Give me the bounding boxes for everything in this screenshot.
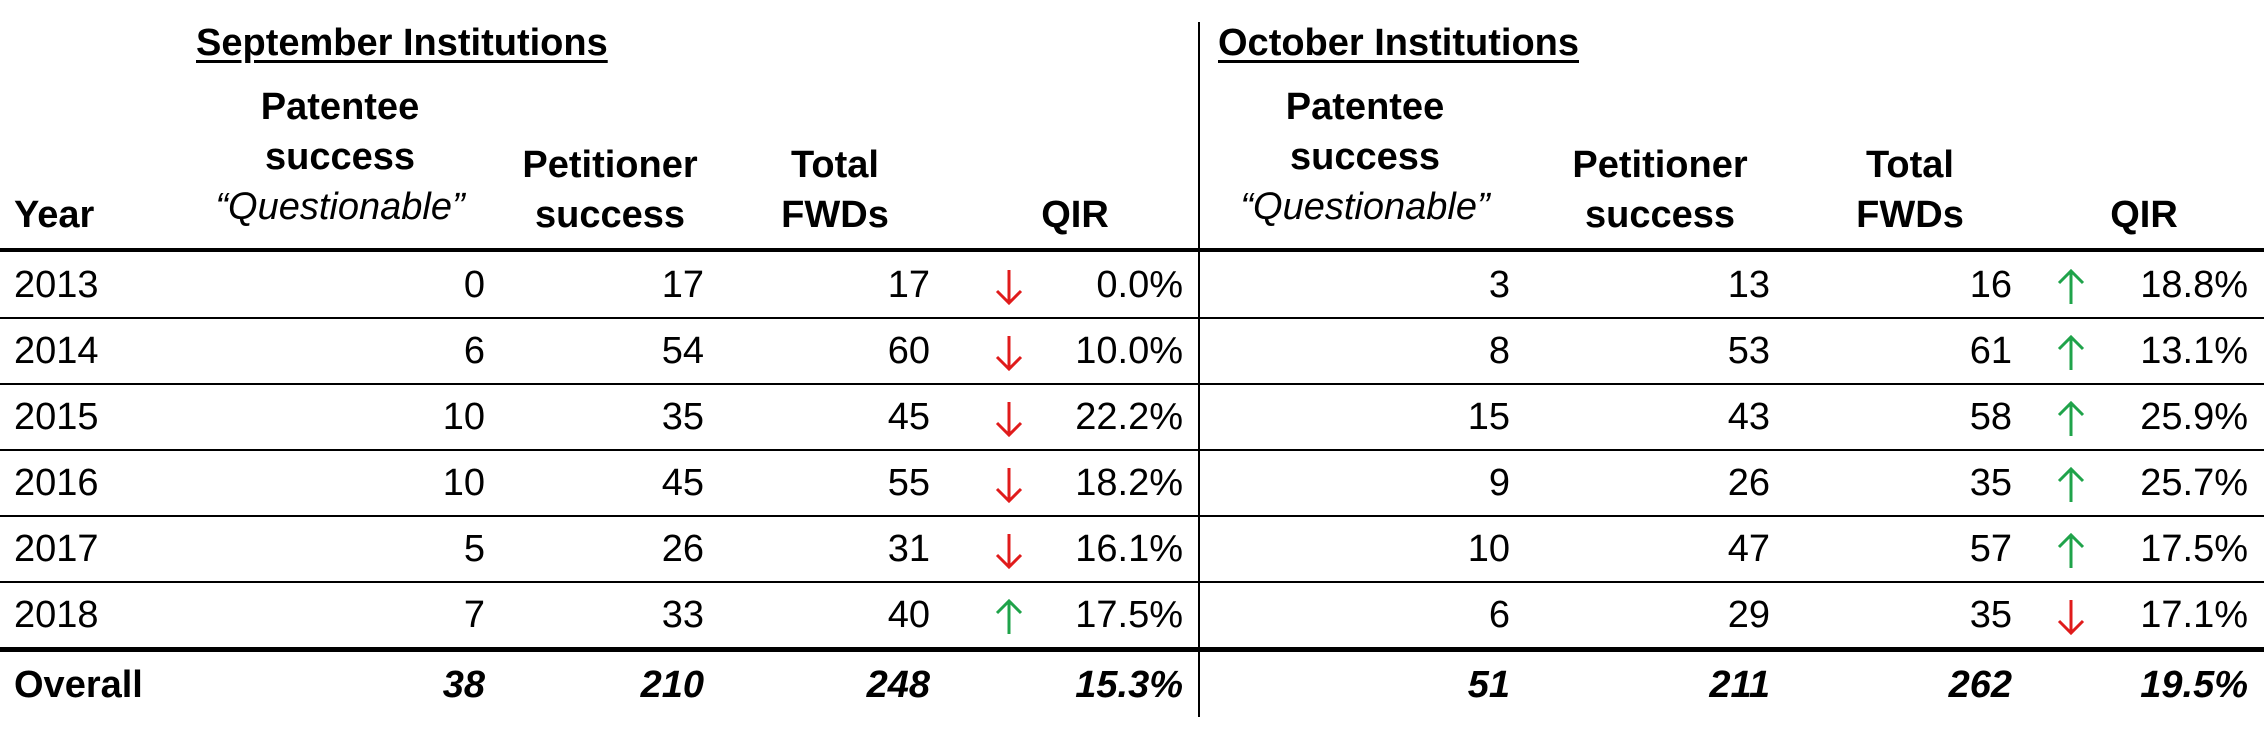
sep-cell-patentee: 5 [464,516,485,582]
september-title: September Institutions [196,22,608,65]
sep-cell-qir: 17.5% [1075,582,1183,648]
oct-header-qir: QIR [2104,190,2184,240]
oct-cell-qir: 17.5% [2140,516,2248,582]
arrow-up-icon [2056,268,2086,306]
sep-header-qir: QIR [1035,190,1115,240]
sep-cell-patentee: 7 [464,582,485,648]
sep-overall-qir: 15.3% [1075,652,1183,718]
cell-year: 2016 [14,450,99,516]
sep-header-petitioner: Petitioner success [500,140,720,240]
arrow-down-icon [994,268,1024,306]
sep-cell-patentee: 10 [443,384,485,450]
overall-label: Overall [14,652,143,718]
oct-overall-petitioner: 211 [1709,652,1770,718]
cell-year: 2015 [14,384,99,450]
oct-cell-patentee: 10 [1468,516,1510,582]
oct-cell-petitioner: 26 [1728,450,1770,516]
sep-overall-total: 248 [867,652,930,718]
sep-cell-qir: 0.0% [1096,252,1183,318]
oct-cell-petitioner: 29 [1728,582,1770,648]
oct-cell-petitioner: 13 [1728,252,1770,318]
sep-cell-petitioner: 26 [662,516,704,582]
sep-cell-qir: 22.2% [1075,384,1183,450]
arrow-up-icon [2056,334,2086,372]
sep-cell-petitioner: 33 [662,582,704,648]
cell-year: 2014 [14,318,99,384]
oct-cell-total: 61 [1970,318,2012,384]
arrow-down-icon [994,334,1024,372]
cell-year: 2018 [14,582,99,648]
arrow-up-icon [2056,400,2086,438]
arrow-up-icon [994,598,1024,636]
oct-overall-patentee: 51 [1468,652,1510,718]
sep-overall-petitioner: 210 [641,652,704,718]
sep-cell-petitioner: 35 [662,384,704,450]
arrow-down-icon [994,532,1024,570]
oct-cell-petitioner: 53 [1728,318,1770,384]
sep-cell-patentee: 10 [443,450,485,516]
oct-header-petitioner: Petitioner success [1550,140,1770,240]
header-rule [0,248,2264,250]
arrow-down-icon [2056,598,2086,636]
sep-header-total: Total FWDs [755,140,915,240]
oct-cell-total: 58 [1970,384,2012,450]
october-title: October Institutions [1218,22,1579,65]
arrow-up-icon [2056,466,2086,504]
oct-cell-patentee: 3 [1489,252,1510,318]
sep-cell-total: 17 [888,252,930,318]
oct-cell-patentee: 9 [1489,450,1510,516]
sep-cell-qir: 16.1% [1075,516,1183,582]
arrow-up-icon [2056,532,2086,570]
oct-cell-petitioner: 43 [1728,384,1770,450]
oct-cell-qir: 25.7% [2140,450,2248,516]
sep-cell-qir: 18.2% [1075,450,1183,516]
sep-cell-patentee: 0 [464,252,485,318]
arrow-down-icon [994,466,1024,504]
sep-cell-petitioner: 17 [662,252,704,318]
oct-cell-patentee: 15 [1468,384,1510,450]
sep-cell-total: 60 [888,318,930,384]
oct-cell-total: 35 [1970,582,2012,648]
cell-year: 2017 [14,516,99,582]
sep-cell-qir: 10.0% [1075,318,1183,384]
oct-overall-qir: 19.5% [2140,652,2248,718]
sep-header-patentee: Patentee success “Questionable” [190,82,490,232]
cell-year: 2013 [14,252,99,318]
oct-cell-total: 35 [1970,450,2012,516]
oct-header-total: Total FWDs [1830,140,1990,240]
sep-cell-petitioner: 45 [662,450,704,516]
sep-cell-total: 40 [888,582,930,648]
sep-cell-total: 45 [888,384,930,450]
sep-cell-total: 55 [888,450,930,516]
oct-cell-qir: 13.1% [2140,318,2248,384]
arrow-down-icon [994,400,1024,438]
sep-overall-patentee: 38 [443,652,485,718]
oct-cell-patentee: 6 [1489,582,1510,648]
oct-cell-qir: 17.1% [2140,582,2248,648]
oct-overall-total: 262 [1949,652,2012,718]
oct-cell-total: 57 [1970,516,2012,582]
sep-cell-total: 31 [888,516,930,582]
oct-header-patentee: Patentee success “Questionable” [1215,82,1515,232]
section-divider [1198,22,1200,717]
sep-cell-petitioner: 54 [662,318,704,384]
sep-cell-patentee: 6 [464,318,485,384]
oct-cell-patentee: 8 [1489,318,1510,384]
oct-cell-qir: 25.9% [2140,384,2248,450]
oct-cell-qir: 18.8% [2140,252,2248,318]
oct-cell-total: 16 [1970,252,2012,318]
header-year: Year [14,190,94,240]
oct-cell-petitioner: 47 [1728,516,1770,582]
